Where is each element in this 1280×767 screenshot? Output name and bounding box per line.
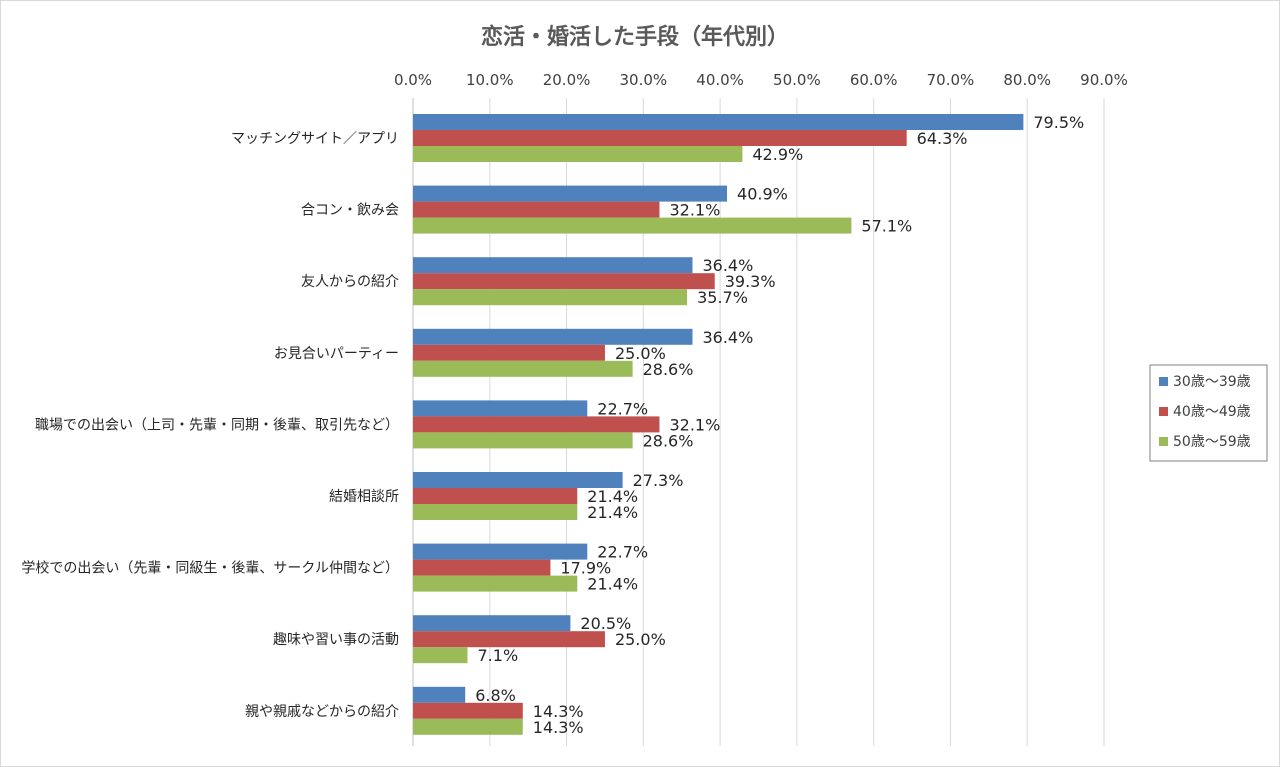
data-label: 21.4% [587,487,638,506]
data-label: 7.1% [478,646,519,665]
bar [413,400,588,417]
bar [413,416,660,433]
category-label: マッチングサイト／アプリ [231,131,399,147]
x-tick-label: 20.0% [543,71,591,89]
legend-swatch [1159,437,1168,446]
data-label: 6.8% [475,686,516,705]
bar [413,488,578,504]
x-tick-label: 40.0% [696,71,744,89]
bar [413,472,623,488]
bar [413,146,743,162]
bar [413,114,1024,130]
data-label: 27.3% [633,471,684,490]
data-label: 57.1% [861,217,912,236]
data-label: 22.7% [597,543,648,562]
bar [413,217,852,234]
legend-swatch [1159,407,1168,416]
bar [413,559,551,576]
data-label: 25.0% [615,630,666,649]
bar [413,432,633,449]
x-tick-label: 70.0% [927,71,975,89]
data-label: 32.1% [669,415,720,434]
data-label: 21.4% [587,575,638,594]
data-label: 17.9% [560,559,611,578]
data-label: 14.3% [533,718,584,737]
category-label: お見合いパーティー [274,346,399,362]
legend: 30歳～39歳 40歳～49歳 50歳～59歳 [1149,364,1268,462]
bar [413,185,728,202]
x-tick-label: 60.0% [850,71,898,89]
bar [413,686,466,703]
data-label: 14.3% [533,702,584,721]
bar [413,718,523,735]
x-tick-label: 10.0% [466,71,514,89]
category-label: 結婚相談所 [329,489,399,505]
data-label: 35.7% [697,288,748,307]
bar [413,631,605,648]
x-tick-label: 90.0% [1080,71,1128,89]
category-label: 趣味や習い事の活動 [273,632,399,648]
x-tick-label: 80.0% [1003,71,1051,89]
data-label: 39.3% [725,272,776,291]
data-label: 22.7% [597,399,648,418]
legend-box [1149,364,1268,462]
bar [413,257,693,274]
legend-swatch [1159,377,1168,386]
bar [413,344,605,361]
x-tick-label: 30.0% [620,71,668,89]
data-label: 21.4% [587,503,638,522]
legend-label: 30歳～39歳 [1173,374,1251,390]
chart-title: 恋活・婚活した手段（年代別） [481,24,789,50]
data-label: 25.0% [615,344,666,363]
category-label: 職場での出会い（上司・先輩・同期・後輩、取引先など） [35,417,399,433]
category-label: 親や親戚などからの紹介 [245,704,399,720]
x-tick-label: 50.0% [773,71,821,89]
category-label: 合コン・飲み会 [301,203,399,219]
data-label: 20.5% [580,614,631,633]
bar [413,575,578,592]
bar [413,130,907,146]
data-label: 28.6% [643,360,694,379]
data-label: 36.4% [702,328,753,347]
bar [413,615,571,632]
bar [413,504,578,520]
bar [413,360,633,377]
bar [413,328,693,345]
bar [413,647,468,664]
data-label: 28.6% [643,431,694,450]
bar [413,273,715,290]
data-label: 36.4% [702,256,753,275]
bar [413,702,523,719]
category-label: 友人からの紹介 [301,274,399,290]
legend-label: 40歳～49歳 [1173,404,1251,420]
legend-label: 50歳～59歳 [1173,434,1251,450]
bar [413,543,588,560]
data-label: 42.9% [752,145,803,164]
data-label: 32.1% [669,201,720,220]
data-label: 64.3% [917,129,968,148]
category-label: 学校での出会い（先輩・同級生・後輩、サークル仲間など） [21,560,399,577]
data-label: 40.9% [737,185,788,204]
bar [413,201,660,218]
bar [413,289,688,306]
data-label: 79.5% [1033,113,1084,132]
x-tick-label: 0.0% [394,71,432,89]
